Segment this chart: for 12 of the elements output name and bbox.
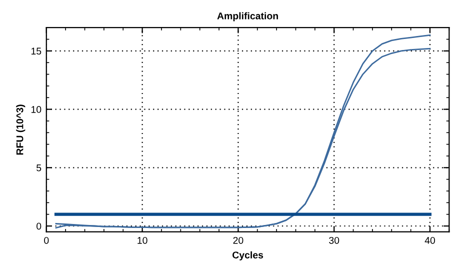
x-tick-label: 30 [329, 236, 340, 244]
y-tick-label: 15 [31, 48, 42, 55]
x-tick-label: 40 [424, 236, 435, 244]
x-tick-label: 0 [44, 236, 49, 244]
x-tick-label: 20 [233, 236, 244, 244]
chart-title: Amplification [217, 12, 278, 22]
y-axis-title: RFU (10^3) [16, 104, 26, 155]
x-axis-title: Cycles [232, 251, 264, 260]
y-tick-label: 0 [36, 222, 42, 230]
x-tick-label: 10 [138, 236, 148, 244]
y-tick-label: 5 [36, 164, 42, 172]
y-tick-label: 10 [31, 106, 42, 113]
